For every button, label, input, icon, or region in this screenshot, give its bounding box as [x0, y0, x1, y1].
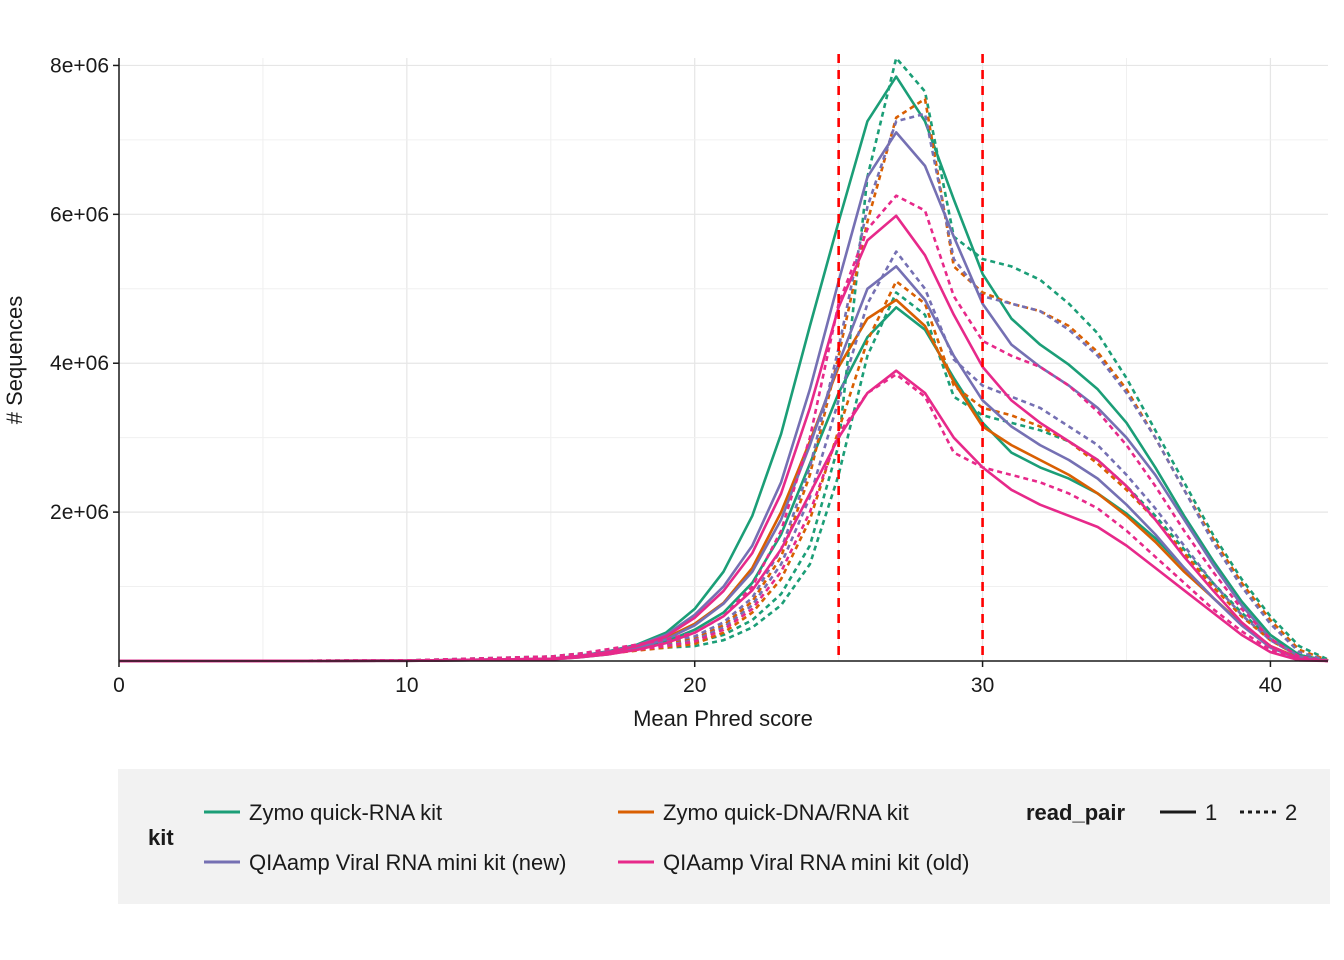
series-line-3: [118, 291, 1329, 663]
x-tick-label-3: 30: [971, 674, 994, 697]
x-tick-label-2: 20: [683, 674, 706, 697]
axes: [118, 58, 1328, 662]
legend-kit-title: kit: [148, 825, 174, 850]
legend-label-read-pair-2: 2: [1285, 800, 1297, 825]
series-line-11: [118, 214, 1329, 663]
series-line-0: [118, 75, 1329, 663]
y-tick-label-1: 4e+06: [50, 352, 109, 375]
y-tick-label-2: 6e+06: [50, 203, 109, 226]
legend-label-read-pair-1: 1: [1205, 800, 1217, 825]
series-line-9: [118, 112, 1329, 663]
y-tick-label-0: 2e+06: [50, 501, 109, 524]
legend-label-qiaamp-old: QIAamp Viral RNA mini kit (old): [663, 850, 969, 875]
x-tick-label-1: 10: [395, 674, 418, 697]
series-line-5: [118, 97, 1329, 663]
series-line-1: [118, 306, 1329, 663]
tick-labels: 0 10 20 30 40 2e+06 4e+06 6e+06 8e+06: [50, 54, 1282, 697]
threshold-lines: [837, 54, 984, 661]
legend-background: [118, 769, 1330, 904]
x-tick-label-4: 40: [1259, 674, 1282, 697]
series-line-4: [118, 298, 1329, 663]
series-line-7: [118, 131, 1329, 663]
legend-label-qiaamp-new: QIAamp Viral RNA mini kit (new): [249, 850, 566, 875]
series-line-12: [118, 369, 1329, 663]
series-lines: [118, 56, 1329, 663]
legend-read-pair-title: read_pair: [1026, 800, 1125, 825]
y-axis-title: # Sequences: [2, 296, 27, 424]
legend: kit Zymo quick-RNA kit Zymo quick-DNA/RN…: [118, 769, 1330, 904]
legend-label-zymo-quick-dna-rna: Zymo quick-DNA/RNA kit: [663, 800, 909, 825]
x-tick-label-0: 0: [113, 674, 125, 697]
series-line-14: [118, 373, 1329, 663]
legend-label-zymo-quick-rna: Zymo quick-RNA kit: [249, 800, 442, 825]
series-line-13: [118, 194, 1329, 663]
y-tick-label-3: 8e+06: [50, 54, 109, 77]
x-axis-title: Mean Phred score: [633, 706, 813, 731]
